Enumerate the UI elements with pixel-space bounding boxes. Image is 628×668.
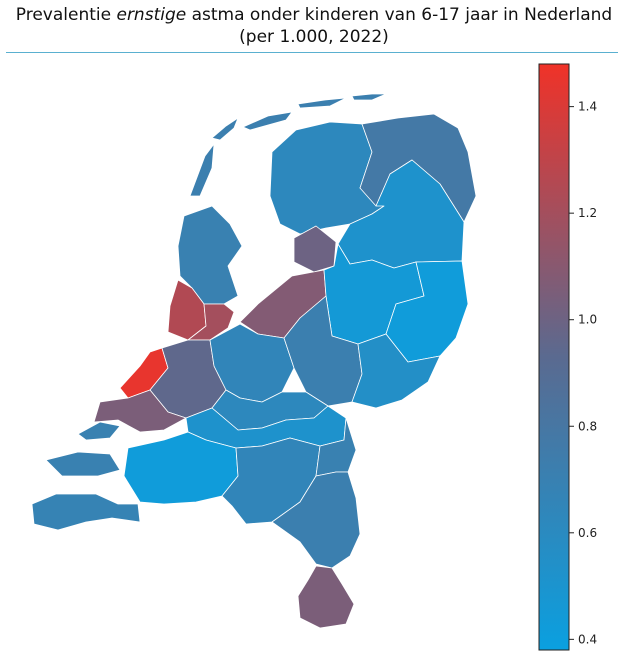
region-wadden-4[interactable]	[297, 97, 347, 109]
region-limburg-north[interactable]	[271, 471, 361, 569]
region-limburg-south[interactable]	[297, 565, 355, 629]
colorbar-tick-label: 1.2	[578, 206, 597, 220]
colorbar: 0.4 0.6 0.8 1.0 1.2 1.4	[538, 63, 597, 651]
colorbar-gradient	[538, 63, 570, 651]
region-wadden-2[interactable]	[211, 117, 239, 141]
region-zeeland-south[interactable]	[31, 493, 141, 531]
region-wadden-5[interactable]	[351, 93, 387, 101]
chart-title: Prevalentie ernstige astma onder kindere…	[0, 4, 628, 48]
title-suffix: astma onder kinderen van 6-17 jaar in Ne…	[186, 5, 613, 25]
choropleth-map	[31, 93, 477, 629]
region-wadden-3[interactable]	[242, 111, 293, 131]
region-wadden-1[interactable]	[189, 143, 215, 197]
region-zeeland-north[interactable]	[45, 421, 121, 477]
title-emphasis: ernstige	[116, 5, 187, 25]
title-prefix: Prevalentie	[15, 5, 117, 25]
colorbar-tick-label: 1.0	[578, 313, 597, 327]
colorbar-tick-label: 0.8	[578, 419, 597, 433]
region-noord-holland-north[interactable]	[177, 205, 243, 305]
colorbar-tick-label: 1.4	[578, 100, 597, 114]
title-line2: (per 1.000, 2022)	[239, 27, 389, 47]
region-zuid-holland-south[interactable]	[93, 389, 187, 433]
colorbar-tick-label: 0.4	[578, 632, 597, 646]
colorbar-tick-label: 0.6	[578, 526, 597, 540]
title-divider	[6, 52, 618, 53]
region-gelderland-east[interactable]	[351, 333, 441, 409]
region-noord-holland-south[interactable]	[187, 303, 235, 341]
